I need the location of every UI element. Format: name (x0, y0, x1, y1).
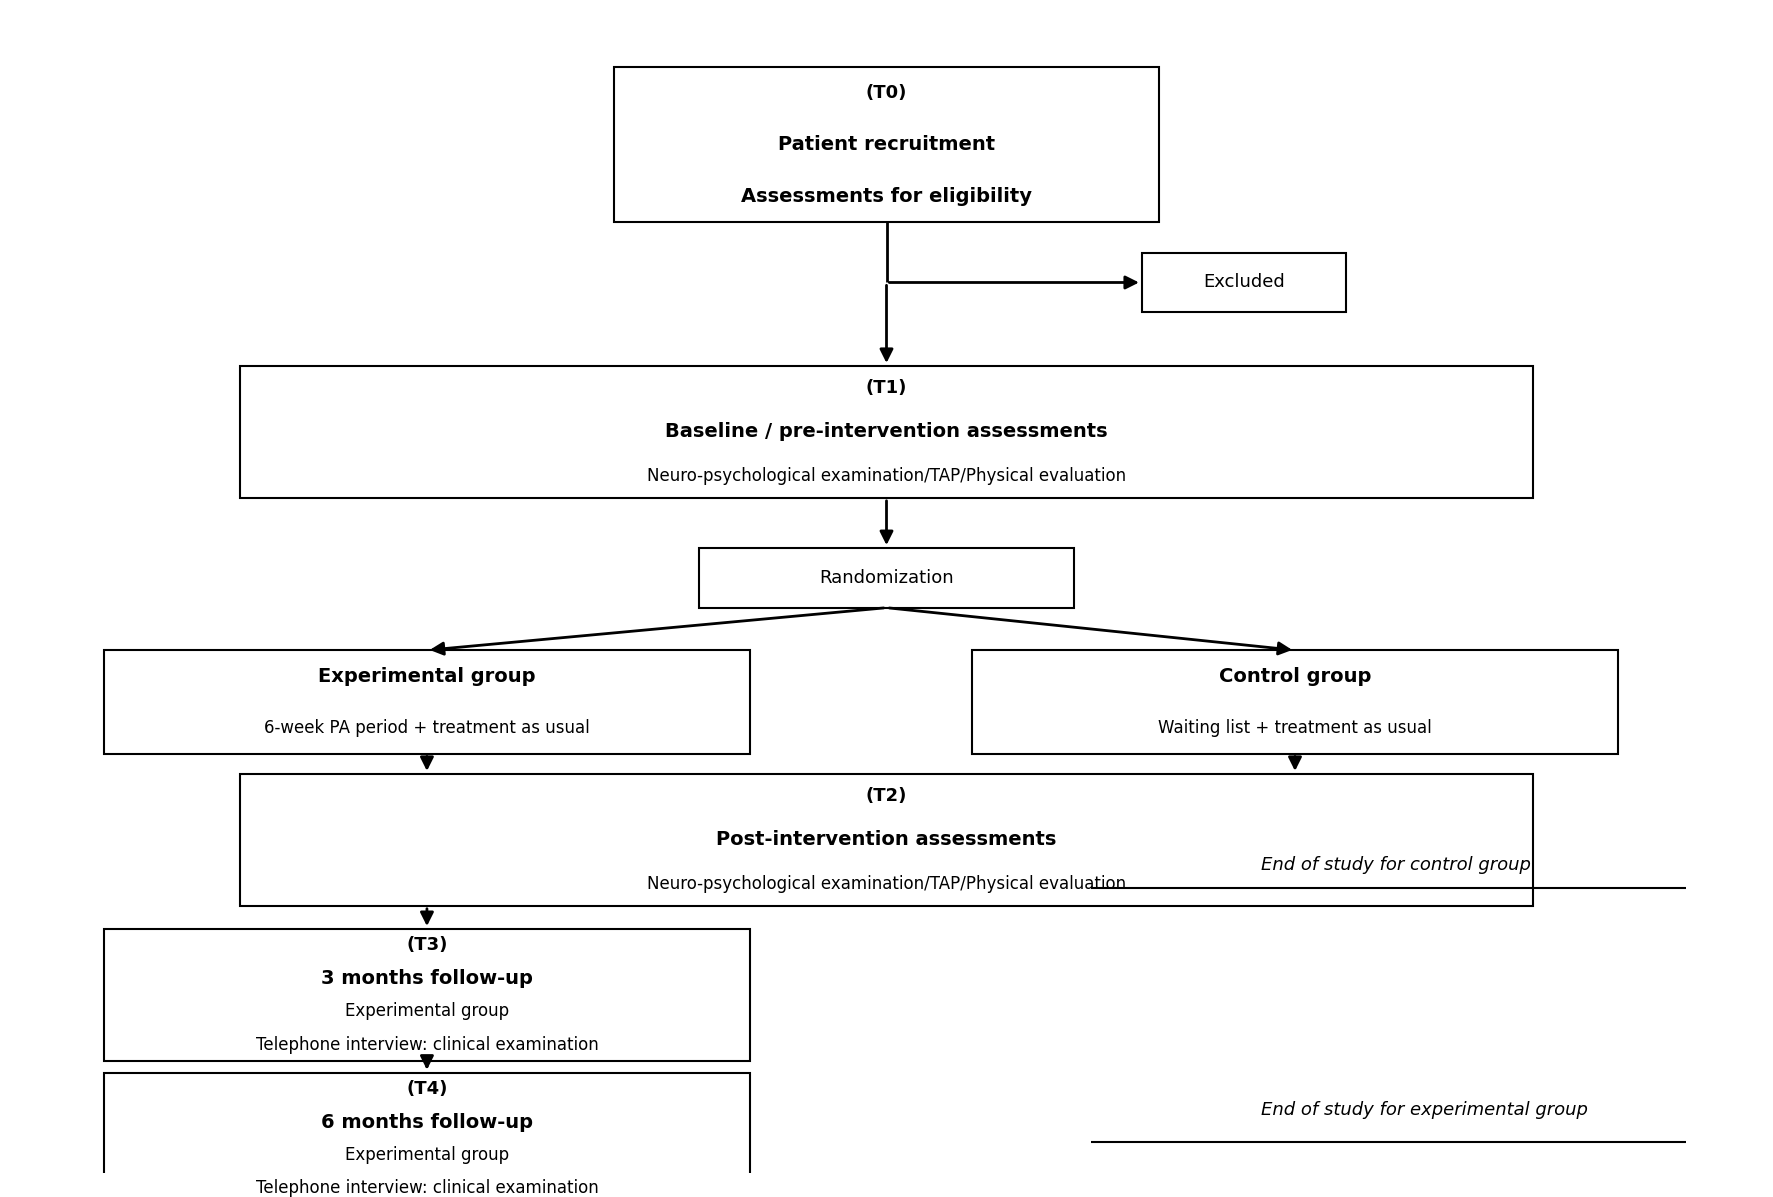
Bar (972, 650, 1619, 754)
Text: End of study for control group: End of study for control group (1261, 856, 1530, 874)
Text: Randomization: Randomization (819, 569, 954, 587)
Text: Experimental group: Experimental group (346, 1002, 509, 1021)
Bar (1142, 253, 1346, 312)
Text: Telephone interview: clinical examination: Telephone interview: clinical examinatio… (255, 1035, 598, 1053)
Text: Neuro-psychological examination/TAP/Physical evaluation: Neuro-psychological examination/TAP/Phys… (647, 467, 1126, 485)
Text: (T1): (T1) (865, 378, 908, 397)
Text: 6-week PA period + treatment as usual: 6-week PA period + treatment as usual (264, 718, 590, 737)
Text: Patient recruitment: Patient recruitment (778, 135, 995, 154)
Bar (699, 548, 1074, 608)
Bar (103, 929, 750, 1061)
Text: Waiting list + treatment as usual: Waiting list + treatment as usual (1158, 718, 1433, 737)
Text: (T0): (T0) (865, 84, 908, 102)
Text: End of study for experimental group: End of study for experimental group (1261, 1101, 1589, 1119)
Text: 6 months follow-up: 6 months follow-up (321, 1112, 534, 1131)
Bar (103, 650, 750, 754)
Text: Neuro-psychological examination/TAP/Physical evaluation: Neuro-psychological examination/TAP/Phys… (647, 875, 1126, 893)
Bar (613, 67, 1160, 223)
Text: Telephone interview: clinical examination: Telephone interview: clinical examinatio… (255, 1179, 598, 1197)
Text: Post-intervention assessments: Post-intervention assessments (716, 831, 1057, 850)
Text: Experimental group: Experimental group (317, 667, 535, 686)
Text: Excluded: Excluded (1204, 273, 1285, 292)
Text: 3 months follow-up: 3 months follow-up (321, 968, 534, 988)
Text: Baseline / pre-intervention assessments: Baseline / pre-intervention assessments (665, 423, 1108, 442)
Bar (239, 773, 1534, 906)
Bar (103, 1073, 750, 1197)
Text: Assessments for eligibility: Assessments for eligibility (741, 187, 1032, 206)
Text: (T4): (T4) (406, 1080, 447, 1098)
Text: (T2): (T2) (865, 786, 908, 804)
Text: Control group: Control group (1218, 667, 1371, 686)
Text: Experimental group: Experimental group (346, 1146, 509, 1165)
Bar (239, 366, 1534, 498)
Text: (T3): (T3) (406, 936, 447, 954)
